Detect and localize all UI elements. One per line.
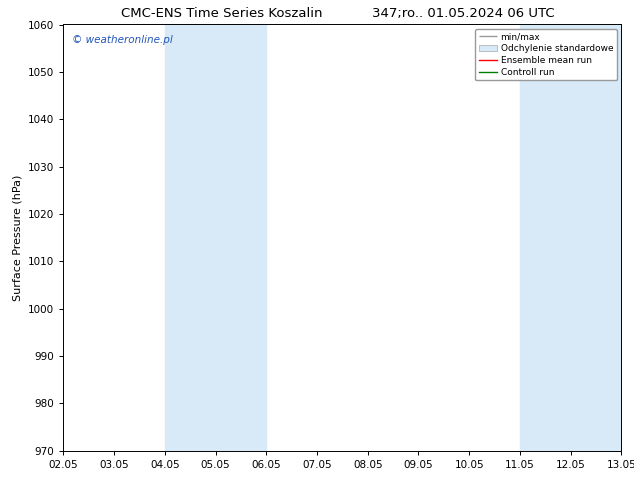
Y-axis label: Surface Pressure (hPa): Surface Pressure (hPa) — [13, 174, 23, 301]
Text: 347;ro.. 01.05.2024 06 UTC: 347;ro.. 01.05.2024 06 UTC — [372, 7, 554, 21]
Bar — [165, 24, 266, 451]
Bar — [520, 24, 621, 451]
Legend: min/max, Odchylenie standardowe, Ensemble mean run, Controll run: min/max, Odchylenie standardowe, Ensembl… — [476, 29, 617, 80]
Text: © weatheronline.pl: © weatheronline.pl — [72, 35, 172, 45]
Text: CMC-ENS Time Series Koszalin: CMC-ENS Time Series Koszalin — [121, 7, 323, 21]
